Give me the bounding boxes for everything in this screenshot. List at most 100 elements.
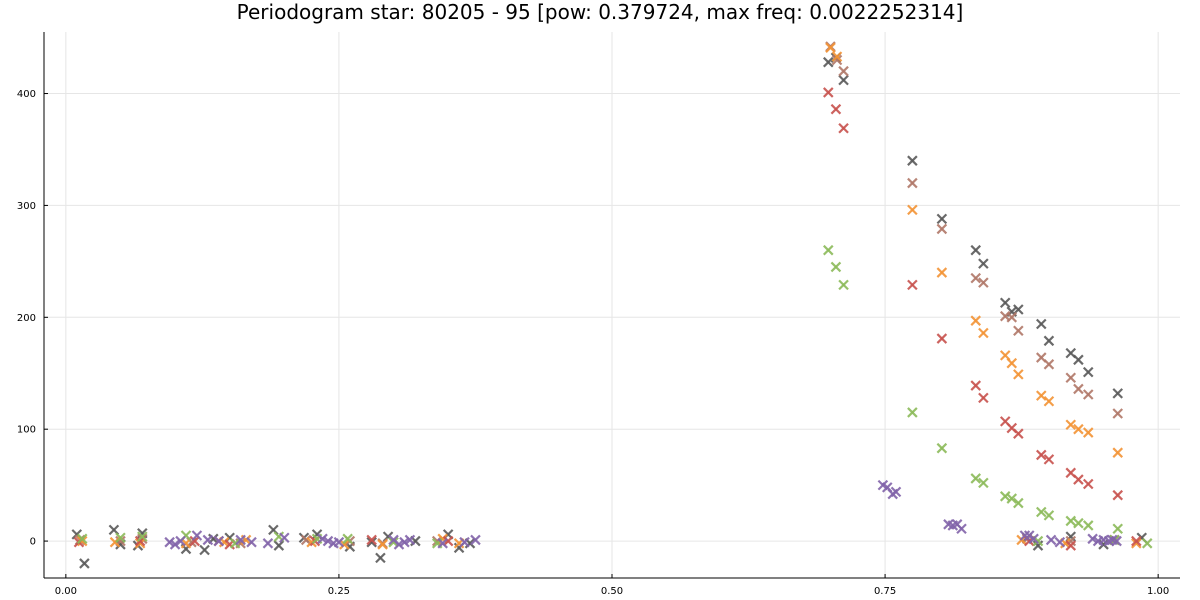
x-tick-label: 0.75 xyxy=(874,586,896,597)
data-point xyxy=(970,244,982,256)
y-tick-label: 100 xyxy=(17,425,36,436)
data-point xyxy=(1035,449,1047,461)
data-point xyxy=(907,155,918,166)
data-point xyxy=(229,538,241,549)
data-point xyxy=(970,272,982,284)
data-point xyxy=(1103,535,1115,547)
data-point xyxy=(838,279,849,291)
data-point xyxy=(189,535,201,547)
data-point xyxy=(936,213,948,225)
data-point xyxy=(1013,325,1024,337)
data-point xyxy=(830,103,842,115)
data-point xyxy=(459,536,470,548)
data-point xyxy=(978,392,989,404)
data-point xyxy=(830,261,842,273)
data-point xyxy=(366,534,377,546)
data-point xyxy=(213,535,225,547)
data-point xyxy=(822,87,834,98)
data-point xyxy=(999,491,1011,502)
data-point xyxy=(273,540,285,551)
data-point xyxy=(115,532,126,543)
data-point xyxy=(191,530,203,541)
data-point xyxy=(1043,395,1055,407)
data-point xyxy=(300,534,312,546)
data-point xyxy=(831,51,843,62)
data-point xyxy=(1073,354,1084,366)
data-point xyxy=(262,538,274,549)
data-point xyxy=(1035,318,1047,330)
data-point xyxy=(1013,369,1024,380)
series-5 xyxy=(76,244,1153,549)
data-point xyxy=(1035,390,1047,401)
data-point xyxy=(970,315,982,326)
data-point xyxy=(907,177,918,189)
data-point xyxy=(388,536,399,548)
data-point xyxy=(1006,312,1018,323)
data-point xyxy=(970,380,982,391)
data-point xyxy=(1082,389,1094,400)
data-point xyxy=(1035,506,1047,518)
data-point xyxy=(322,535,334,547)
data-point xyxy=(999,297,1011,309)
data-point xyxy=(936,442,948,454)
data-point xyxy=(399,536,410,548)
data-point xyxy=(1043,454,1055,465)
data-point xyxy=(956,523,967,535)
y-tick-label: 200 xyxy=(17,313,36,324)
data-point xyxy=(1006,493,1018,504)
y-tick-label: 0 xyxy=(30,537,36,548)
data-point xyxy=(1073,517,1084,529)
data-point xyxy=(1013,428,1024,439)
data-point xyxy=(936,223,948,235)
x-tick-label: 0.25 xyxy=(328,586,350,597)
data-point xyxy=(1112,388,1124,399)
data-point xyxy=(1112,489,1124,501)
data-point xyxy=(1019,530,1031,541)
series-3 xyxy=(76,42,1142,550)
data-point xyxy=(76,533,88,545)
data-point xyxy=(1065,372,1077,384)
data-point xyxy=(279,532,290,543)
grid xyxy=(44,32,1180,578)
tick-labels: 0.00 0.25 0.50 0.75 1.00 0 100 200 300 400 xyxy=(17,89,1169,597)
data-point xyxy=(1043,359,1055,370)
data-points xyxy=(71,41,1153,569)
data-point xyxy=(1043,510,1055,521)
data-point xyxy=(1082,366,1094,378)
data-point xyxy=(1111,535,1122,547)
data-point xyxy=(1043,335,1055,347)
data-point xyxy=(1013,497,1024,509)
data-point xyxy=(437,538,448,549)
data-point xyxy=(890,486,902,498)
data-point xyxy=(825,42,836,53)
data-point xyxy=(1045,534,1057,546)
data-point xyxy=(978,477,989,489)
data-point xyxy=(404,534,416,546)
data-point xyxy=(1082,427,1094,438)
data-point xyxy=(1131,538,1142,549)
x-tick-label: 1.00 xyxy=(1147,586,1169,597)
data-point xyxy=(1112,408,1124,419)
data-point xyxy=(1141,538,1153,549)
data-point xyxy=(137,531,148,542)
axes xyxy=(43,32,1180,579)
data-point xyxy=(838,122,849,134)
data-point xyxy=(1112,523,1124,535)
data-point xyxy=(1082,520,1094,531)
data-point xyxy=(180,538,192,549)
data-point xyxy=(822,56,834,68)
data-point xyxy=(199,544,210,556)
data-point xyxy=(375,552,386,564)
data-point xyxy=(333,536,345,548)
data-point xyxy=(202,534,214,546)
data-point xyxy=(169,539,181,550)
data-point xyxy=(822,244,834,256)
y-tick-label: 300 xyxy=(17,201,36,212)
data-point xyxy=(936,333,948,344)
data-point xyxy=(1087,533,1098,545)
data-point xyxy=(79,558,90,569)
data-point xyxy=(1073,423,1084,435)
data-point xyxy=(339,539,350,550)
data-point xyxy=(1054,536,1066,548)
